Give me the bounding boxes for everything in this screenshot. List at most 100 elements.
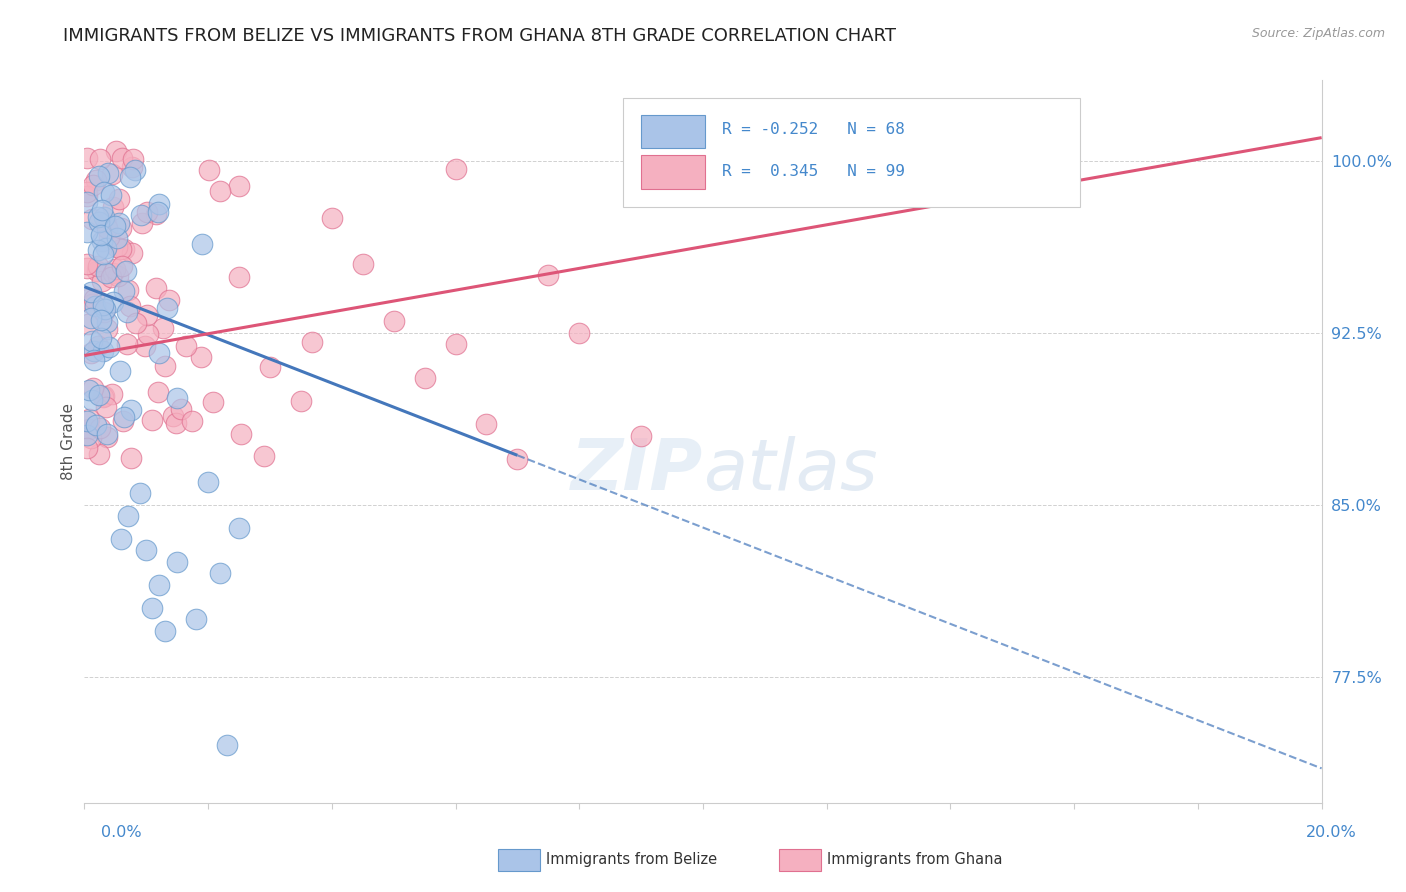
Point	[84, 417, 107, 432]
Point	[253, 449, 276, 463]
Point	[122, 152, 145, 166]
Point	[125, 316, 148, 330]
Point	[76, 151, 98, 165]
Point	[76, 186, 98, 200]
Point	[166, 391, 188, 405]
Point	[80, 431, 103, 445]
Point	[110, 221, 132, 235]
Point	[146, 205, 169, 219]
Point	[413, 371, 436, 385]
Point	[97, 339, 120, 353]
Point	[157, 293, 180, 307]
Point	[107, 268, 129, 283]
Point	[93, 210, 115, 224]
Point	[90, 313, 112, 327]
Text: R = -0.252   N = 68: R = -0.252 N = 68	[721, 122, 904, 136]
Point	[107, 215, 129, 229]
Point	[136, 327, 159, 342]
Point	[101, 167, 124, 181]
Point	[134, 338, 156, 352]
Point	[135, 543, 157, 558]
Point	[94, 241, 117, 255]
Point	[90, 202, 112, 217]
Point	[290, 394, 312, 409]
Point	[105, 240, 128, 254]
Text: Immigrants from Belize: Immigrants from Belize	[546, 853, 717, 867]
FancyBboxPatch shape	[641, 115, 706, 148]
Point	[94, 301, 117, 316]
Point	[506, 451, 529, 466]
Point	[208, 184, 231, 198]
Y-axis label: 8th Grade: 8th Grade	[60, 403, 76, 480]
Point	[79, 422, 101, 436]
Point	[80, 345, 103, 359]
Point	[100, 187, 122, 202]
Point	[141, 600, 163, 615]
Point	[141, 413, 163, 427]
Point	[96, 315, 118, 329]
Point	[101, 295, 124, 310]
Point	[76, 261, 98, 276]
Point	[93, 247, 115, 261]
Point	[89, 169, 111, 183]
Point	[76, 428, 98, 442]
Point	[475, 417, 498, 432]
Point	[148, 197, 170, 211]
Point	[84, 173, 107, 187]
Point	[96, 215, 118, 229]
Point	[82, 381, 104, 395]
Point	[80, 211, 103, 226]
Point	[148, 578, 170, 592]
Point	[118, 170, 141, 185]
Point	[202, 394, 225, 409]
Point	[83, 299, 105, 313]
Point	[91, 298, 114, 312]
Point	[352, 257, 374, 271]
Point	[228, 179, 250, 194]
Point	[94, 266, 117, 280]
Point	[87, 214, 110, 228]
Text: 0.0%: 0.0%	[101, 825, 142, 839]
Point	[630, 429, 652, 443]
Point	[96, 221, 118, 235]
Text: IMMIGRANTS FROM BELIZE VS IMMIGRANTS FROM GHANA 8TH GRADE CORRELATION CHART: IMMIGRANTS FROM BELIZE VS IMMIGRANTS FRO…	[63, 27, 896, 45]
Point	[197, 475, 219, 489]
Point	[146, 385, 169, 400]
Point	[537, 268, 560, 283]
Point	[87, 447, 110, 461]
Point	[145, 281, 167, 295]
Point	[112, 409, 135, 424]
Point	[87, 243, 110, 257]
Point	[80, 297, 103, 311]
Point	[93, 185, 115, 199]
Point	[228, 270, 250, 285]
Point	[76, 195, 98, 210]
Point	[83, 352, 105, 367]
Point	[209, 566, 232, 581]
Point	[162, 409, 184, 423]
Point	[165, 416, 187, 430]
Point	[105, 144, 128, 158]
Text: R =  0.345   N = 99: R = 0.345 N = 99	[721, 164, 904, 178]
Point	[190, 350, 212, 364]
Point	[120, 451, 142, 466]
Point	[110, 152, 132, 166]
Point	[156, 301, 179, 316]
Text: 20.0%: 20.0%	[1306, 825, 1357, 839]
Point	[321, 211, 343, 225]
Point	[91, 234, 114, 248]
Point	[112, 242, 135, 256]
Point	[129, 209, 152, 223]
Point	[107, 231, 129, 245]
Point	[117, 509, 139, 524]
Point	[111, 259, 134, 273]
Point	[91, 343, 114, 358]
Point	[121, 245, 143, 260]
Point	[110, 532, 132, 546]
Point	[166, 555, 188, 569]
Point	[215, 739, 238, 753]
Point	[117, 283, 139, 297]
Point	[444, 337, 467, 351]
Point	[382, 314, 405, 328]
Text: Source: ZipAtlas.com: Source: ZipAtlas.com	[1251, 27, 1385, 40]
